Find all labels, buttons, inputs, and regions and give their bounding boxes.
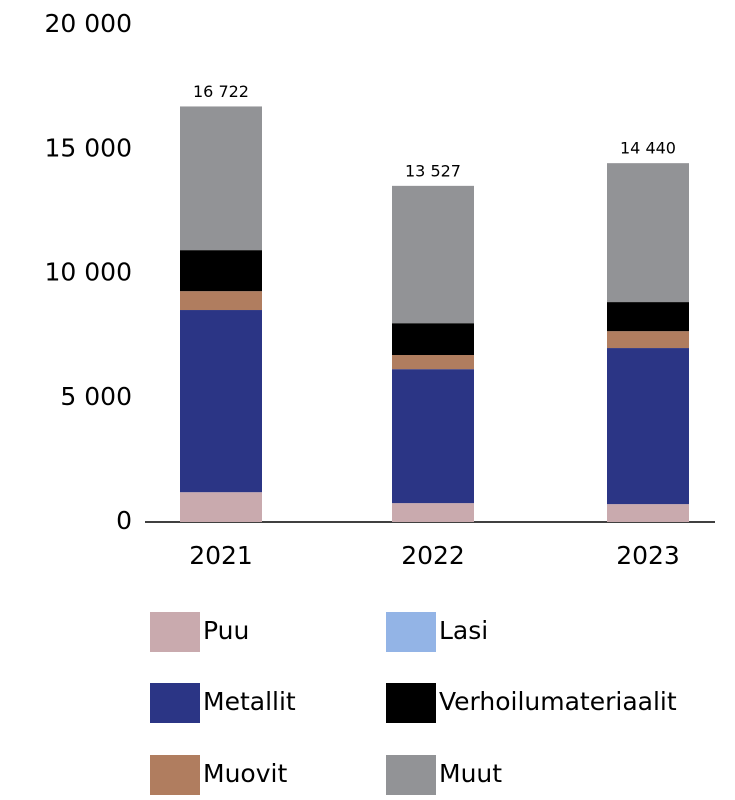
bar-segment	[392, 185, 474, 324]
legend-label: Verhoilumateriaalit	[439, 687, 677, 716]
bar-segment	[180, 310, 262, 493]
legend-label: Metallit	[203, 687, 296, 716]
legend-swatch	[386, 683, 436, 723]
bar-segment	[607, 348, 689, 505]
legend-swatch	[386, 755, 436, 795]
y-tick-label: 10 000	[45, 258, 132, 287]
y-tick-label: 15 000	[45, 133, 132, 162]
legend-label: Puu	[203, 616, 249, 645]
bar-segment	[180, 106, 262, 251]
bar-segment	[392, 323, 474, 356]
x-tick-label: 2022	[401, 541, 465, 570]
bar-segment	[607, 504, 689, 522]
legend-swatch	[386, 612, 436, 652]
x-tick-label: 2021	[189, 541, 253, 570]
y-tick-label: 5 000	[60, 382, 132, 411]
total-label: 13 527	[405, 161, 461, 180]
bar-segment	[180, 291, 262, 311]
legend-label: Muovit	[203, 759, 287, 788]
y-tick-label: 0	[116, 506, 132, 535]
bar-segment	[392, 369, 474, 504]
bar-segment	[607, 302, 689, 332]
y-tick-label: 20 000	[45, 9, 132, 38]
bar-segment	[180, 250, 262, 292]
bar-segment	[180, 492, 262, 522]
total-label: 16 722	[193, 82, 249, 101]
bar-segment	[392, 355, 474, 370]
legend-label: Lasi	[439, 616, 488, 645]
legend-swatch	[150, 755, 200, 795]
legend-label: Muut	[439, 759, 502, 788]
bar-segment	[607, 163, 689, 303]
legend-swatch	[150, 612, 200, 652]
legend-swatch	[150, 683, 200, 723]
x-tick-label: 2023	[616, 541, 680, 570]
bar-segment	[607, 331, 689, 349]
total-label: 14 440	[620, 139, 676, 158]
bar-segment	[392, 503, 474, 522]
